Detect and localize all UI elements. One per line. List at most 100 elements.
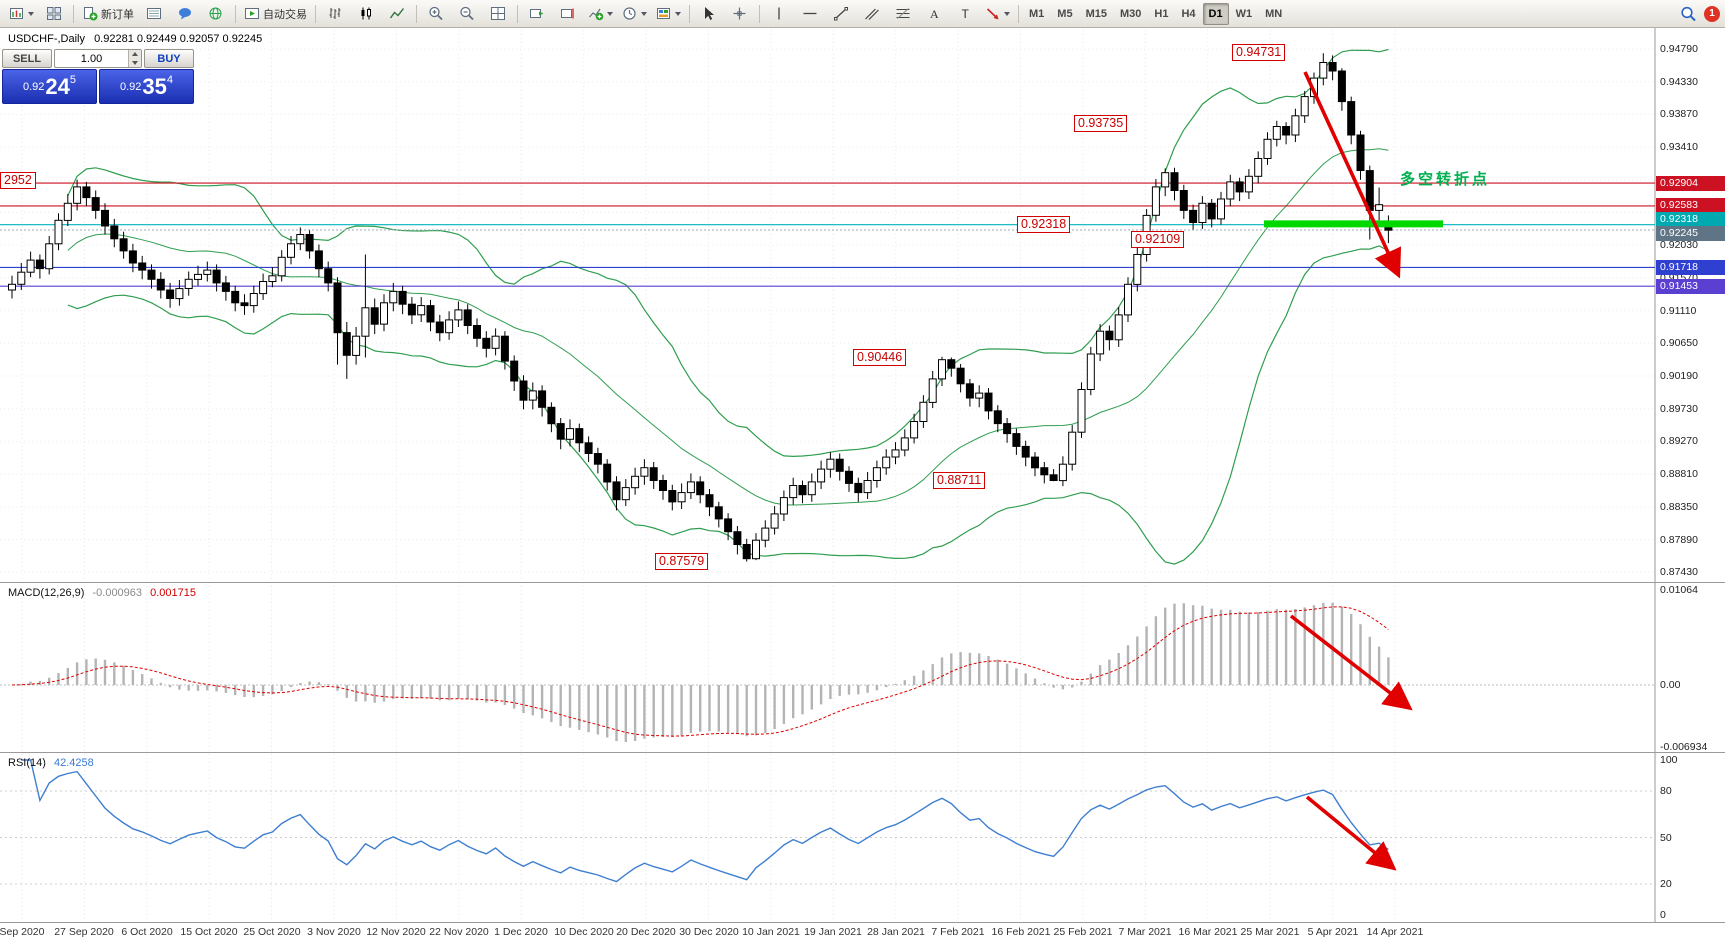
text-label-button[interactable]: T — [950, 2, 980, 26]
timeframe-h4[interactable]: H4 — [1181, 7, 1196, 20]
sell-price-point: 5 — [69, 73, 77, 86]
date-axis-label: 16 Feb 2021 — [991, 926, 1051, 938]
rsi-axis-label: 50 — [1660, 832, 1672, 844]
data-window-button[interactable] — [170, 2, 200, 26]
price-callout[interactable]: 0.87579 — [655, 553, 709, 570]
charts-window-button[interactable] — [5, 2, 38, 26]
price-tag: 0.91453 — [1656, 279, 1725, 294]
text-icon: A — [930, 7, 939, 21]
price-tag: 0.92583 — [1656, 198, 1725, 213]
price-axis-label: 0.94330 — [1660, 76, 1698, 88]
channel-button[interactable] — [857, 2, 887, 26]
crosshair-icon — [733, 7, 746, 20]
navigator-button[interactable] — [201, 2, 231, 26]
price-tag: 0.92245 — [1656, 226, 1725, 241]
price-axis-label: 0.90650 — [1660, 337, 1698, 349]
chat-bubble-icon — [179, 8, 191, 20]
auto-scroll-button[interactable] — [522, 2, 552, 26]
price-axis-label: 0.91110 — [1660, 305, 1697, 317]
notification-badge[interactable]: 1 — [1704, 5, 1720, 22]
trend-arrow[interactable] — [1303, 71, 1402, 279]
cursor-button[interactable] — [694, 2, 724, 26]
text-button[interactable]: A — [919, 2, 949, 26]
volume-increase-button[interactable] — [129, 50, 141, 59]
indicators-button[interactable] — [584, 2, 617, 26]
vertical-line-button[interactable] — [764, 2, 794, 26]
price-axis-label: 0.88810 — [1660, 468, 1698, 480]
new-order-button[interactable]: 新订单 — [78, 2, 138, 26]
search-button[interactable] — [1673, 2, 1703, 26]
price-callout[interactable]: 0.92109 — [1131, 231, 1185, 248]
macd-signal-line — [11, 606, 1389, 737]
sell-price-display[interactable]: 0.92 24 5 — [2, 69, 97, 104]
periods-button[interactable] — [618, 2, 651, 26]
candlestick-chart-button[interactable] — [351, 2, 381, 26]
timeframe-m1[interactable]: M1 — [1029, 7, 1045, 20]
date-axis-label: 10 Jan 2021 — [742, 926, 800, 938]
price-axis-label: 0.87890 — [1660, 534, 1698, 546]
date-axis-label: 12 Nov 2020 — [366, 926, 426, 938]
macd-axis-label: 0.00 — [1660, 679, 1681, 691]
market-watch-button[interactable] — [139, 2, 169, 26]
trend-arrow[interactable] — [1305, 795, 1397, 871]
up-arrow-icon — [132, 52, 138, 57]
text-label-icon: T — [962, 7, 970, 21]
timeframe-w1[interactable]: W1 — [1235, 7, 1253, 20]
templates-button[interactable] — [652, 2, 685, 26]
turning-point-annotation[interactable]: 多空转折点 — [1400, 171, 1491, 188]
left-price-callout[interactable]: 2952 — [0, 172, 36, 189]
timeframe-h1[interactable]: H1 — [1154, 7, 1169, 20]
price-axis-label: 0.92030 — [1660, 239, 1698, 251]
autotrading-label: 自动交易 — [263, 8, 307, 21]
price-callout[interactable]: 0.90446 — [853, 349, 907, 366]
toolbar-separator — [759, 4, 760, 23]
crosshair-button[interactable] — [725, 2, 755, 26]
symbol-title: USDCHF-,Daily — [8, 33, 85, 45]
price-callout[interactable]: 0.94731 — [1232, 44, 1286, 61]
timeframe-d1[interactable]: D1 — [1202, 2, 1229, 25]
line-chart-button[interactable] — [382, 2, 412, 26]
chart-shift-button[interactable] — [553, 2, 583, 26]
tile-windows-button[interactable] — [483, 2, 513, 26]
rsi-axis-label: 20 — [1660, 878, 1672, 890]
price-callout[interactable]: 0.93735 — [1074, 115, 1128, 132]
horizontal-line-button[interactable] — [795, 2, 825, 26]
zoom-in-button[interactable] — [421, 2, 451, 26]
dropdown-caret-icon — [1004, 11, 1010, 16]
buy-button[interactable]: BUY — [144, 49, 194, 68]
zoom-in-icon — [429, 6, 443, 21]
fibonacci-button[interactable] — [888, 2, 918, 26]
sell-button[interactable]: SELL — [2, 49, 52, 68]
date-axis-label: 1 Dec 2020 — [494, 926, 548, 938]
timeframe-m5[interactable]: M5 — [1057, 7, 1073, 20]
arrow-tools-button[interactable] — [981, 2, 1014, 26]
dropdown-caret-icon — [641, 11, 647, 16]
buy-price-main: 0.92 — [119, 80, 142, 93]
ohlc-bars-icon — [329, 8, 341, 19]
price-axis-label: 0.89730 — [1660, 403, 1698, 415]
date-axis-label: 5 Apr 2021 — [1307, 926, 1359, 938]
timeframe-group: M1 M5 M15 M30 H1 H4 D1 W1 MN — [1023, 2, 1288, 25]
autotrading-button[interactable]: 自动交易 — [240, 2, 311, 26]
new-order-label: 新订单 — [101, 8, 134, 21]
price-axis-label: 0.87430 — [1660, 566, 1698, 578]
price-callout[interactable]: 0.88711 — [933, 472, 986, 489]
buy-price-display[interactable]: 0.92 35 4 — [99, 69, 194, 104]
timeframe-m30[interactable]: M30 — [1119, 7, 1142, 20]
toolbar-separator — [1018, 4, 1019, 23]
timeframe-mn[interactable]: MN — [1265, 7, 1283, 20]
bar-chart-button[interactable] — [320, 2, 350, 26]
profiles-button[interactable] — [39, 2, 69, 26]
timeframe-m15[interactable]: M15 — [1085, 7, 1107, 20]
price-tag: 0.91718 — [1656, 260, 1725, 275]
volume-decrease-button[interactable] — [129, 58, 141, 67]
price-callout[interactable]: 0.92318 — [1017, 216, 1071, 233]
volume-field[interactable]: 1.00 — [54, 49, 142, 68]
market-watch-icon — [147, 8, 161, 19]
trendline-button[interactable] — [826, 2, 856, 26]
trend-arrow[interactable] — [1289, 614, 1413, 711]
zoom-out-button[interactable] — [452, 2, 482, 26]
date-axis-label: 27 Sep 2020 — [54, 926, 114, 938]
price-axis-label: 0.93870 — [1660, 108, 1698, 120]
rsi-axis-label: 0 — [1660, 909, 1666, 921]
